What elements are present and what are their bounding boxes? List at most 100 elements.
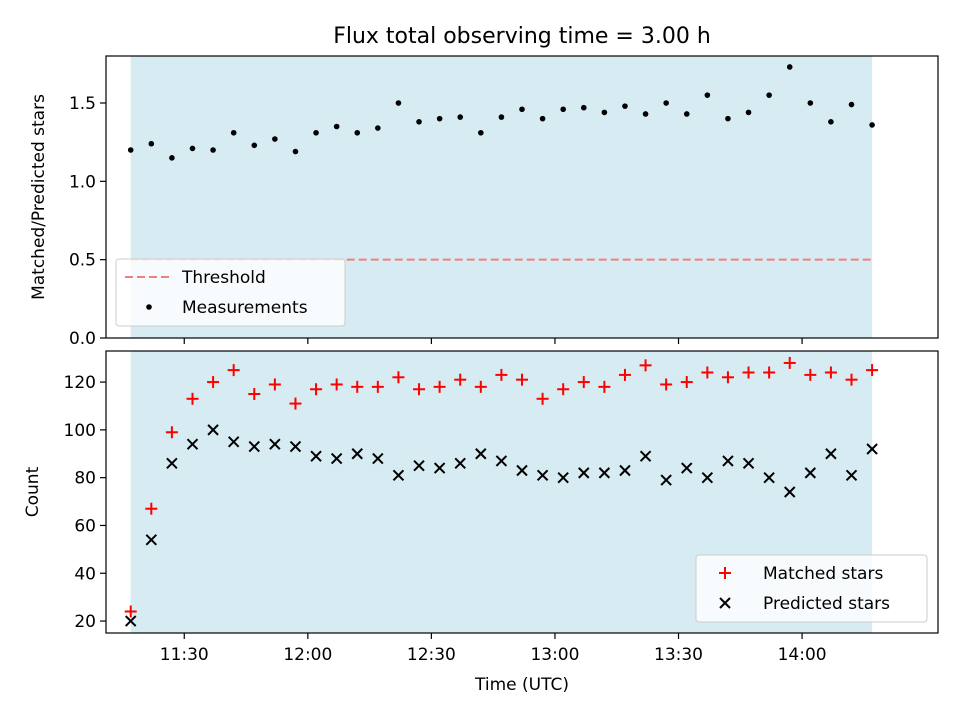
predicted-star-stroke (804, 467, 817, 479)
matched-star-point (454, 373, 467, 386)
predicted-star-stroke (619, 464, 631, 477)
x-tick-label: 11:30 (160, 645, 209, 665)
measurement-point (457, 114, 464, 120)
measurement-point (539, 115, 546, 122)
matched-star-point (680, 376, 693, 389)
predicted-star-stroke (557, 471, 569, 484)
measurement-point (786, 64, 793, 70)
predicted-star-stroke (413, 460, 425, 472)
measurement-point (169, 155, 175, 161)
predicted-star-stroke (207, 424, 219, 436)
x-tick-label: 13:30 (654, 645, 703, 665)
predicted-star-point (145, 534, 158, 546)
predicted-star-point (289, 440, 302, 453)
measurement-point (251, 142, 258, 149)
measurement-point (725, 115, 731, 122)
predicted-star-point (784, 486, 796, 498)
matched-star-point (124, 605, 137, 618)
predicted-star-stroke (248, 440, 260, 453)
measurement-point (189, 145, 196, 152)
matched-star-point (289, 397, 302, 410)
measurement-point (519, 106, 525, 113)
y-tick-label: 80 (74, 469, 96, 489)
predicted-stars-legend-label: Predicted stars (763, 594, 890, 614)
predicted-star-stroke (475, 448, 487, 460)
matched-star-point (516, 373, 528, 386)
y-tick-label: 120 (64, 373, 96, 393)
y-tick-label: 20 (74, 612, 96, 632)
matched-star-point (474, 380, 487, 393)
matched-star-point (227, 364, 240, 377)
count-plot-frame (105, 350, 939, 634)
measurement-point (498, 114, 505, 120)
predicted-star-point (269, 438, 281, 450)
ratio-y-axis: 0.0 0.5 1.0 1.5 (69, 94, 106, 349)
measurement-point (848, 101, 855, 108)
matched-star-point (618, 368, 631, 381)
y-tick-label: 1.5 (69, 94, 96, 114)
matched-star-point (804, 368, 817, 381)
threshold-legend-label: Threshold (181, 268, 266, 288)
measurement-point (210, 147, 216, 153)
matched-star-point (165, 426, 178, 439)
matched-star-point (598, 380, 611, 393)
measurement-point (663, 100, 669, 106)
predicted-star-stroke (125, 615, 137, 627)
predicted-star-point (639, 450, 652, 462)
count-legend-box (695, 554, 928, 623)
predicted-star-stroke (269, 438, 281, 450)
predicted-star-stroke (454, 457, 466, 470)
predicted-star-stroke (392, 469, 405, 481)
ratio-y-axis-label: Matched/Predicted stars (29, 94, 49, 300)
x-tick-label: 14:00 (778, 645, 827, 665)
matched-star-point (495, 368, 508, 381)
ratio-legend-box (115, 258, 346, 327)
predicted-star-stroke (186, 438, 199, 450)
predicted-star-stroke (784, 486, 796, 498)
predicted-star-point (207, 424, 219, 436)
predicted-star-stroke (722, 455, 734, 467)
count-y-axis-label: Count (23, 466, 43, 517)
matched-star-point (536, 392, 549, 405)
predicted-star-point (619, 464, 631, 477)
matched-star-point (310, 383, 323, 396)
predicted-star-stroke (681, 462, 693, 474)
matched-star-point (742, 366, 755, 379)
y-tick-label: 40 (74, 564, 96, 584)
x-tick-label: 12:00 (283, 645, 332, 665)
predicted-star-point (227, 436, 240, 448)
measurement-point (436, 115, 443, 122)
predicted-star-stroke (433, 462, 446, 474)
count-plot-area (124, 356, 879, 627)
predicted-star-point (454, 457, 466, 470)
measurement-point (580, 104, 587, 111)
matched-star-point (824, 366, 837, 379)
predicted-star-point (536, 469, 549, 481)
predicted-star-point (742, 457, 755, 470)
predicted-star-stroke (701, 471, 714, 484)
predicted-star-point (413, 460, 425, 472)
predicted-star-stroke (330, 452, 343, 465)
predicted-star-point (516, 464, 528, 477)
predicted-star-point (248, 440, 260, 453)
count-x-axis: 11:30 12:00 12:30 13:00 13:30 14:00 (160, 633, 827, 665)
predicted-star-point (392, 469, 405, 481)
measurement-point (704, 92, 711, 98)
matched-star-point (763, 366, 776, 379)
y-tick-label: 0.0 (69, 329, 96, 349)
matched-star-point (721, 371, 734, 384)
matched-star-point (866, 364, 879, 377)
count-y-axis: 20 40 60 80 100 120 (64, 373, 106, 632)
matched-star-point (248, 388, 261, 401)
matched-star-point (660, 378, 673, 391)
predicted-stars-legend-swatch (719, 597, 731, 609)
predicted-star-stroke (372, 452, 384, 465)
measurement-point (622, 103, 628, 109)
predicted-star-point (804, 467, 817, 479)
measurement-point (127, 147, 134, 153)
matched-star-point (413, 383, 426, 396)
matched-star-point (845, 373, 858, 386)
predicted-star-stroke (660, 474, 672, 486)
predicted-star-point (166, 457, 178, 470)
